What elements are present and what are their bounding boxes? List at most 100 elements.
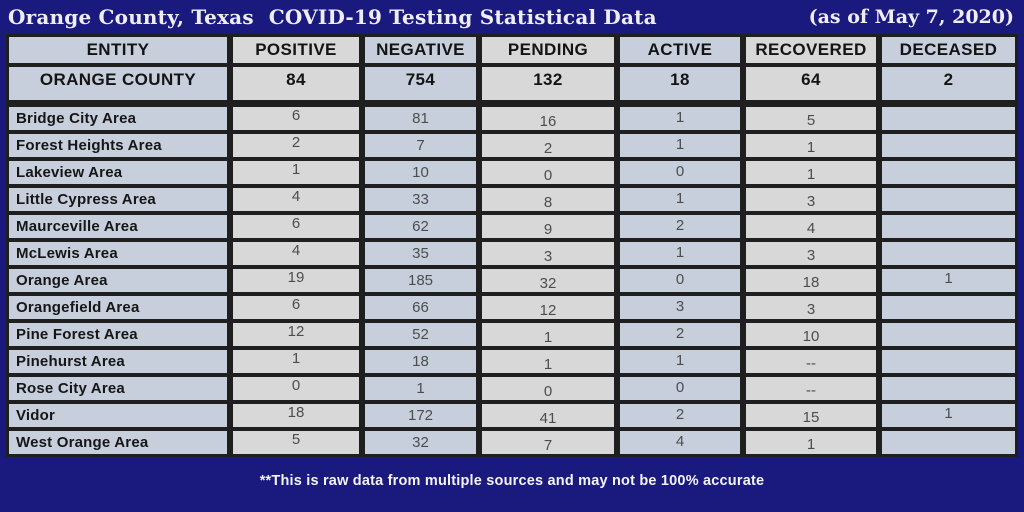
title-subject: COVID-19 Testing Statistical Data [268, 5, 657, 29]
positive-cell: 6 [233, 296, 359, 319]
recovered-cell: -- [746, 350, 876, 373]
active-cell: 2 [620, 323, 740, 346]
negative-cell: 62 [365, 215, 476, 238]
entity-label: Bridge City Area [16, 110, 137, 127]
column-header-recovered: RECOVERED [746, 37, 876, 63]
title-bar: Orange County, Texas COVID-19 Testing Sta… [0, 0, 1024, 34]
negative-cell: 10 [365, 161, 476, 184]
cell-value: 1 [675, 352, 685, 369]
entity-cell: Lakeview Area [9, 161, 227, 184]
table-header-row: ENTITY POSITIVE NEGATIVE PENDING ACTIVE … [9, 37, 1015, 63]
pending-cell: 16 [482, 107, 614, 130]
entity-label: Vidor [16, 407, 56, 424]
entity-label: Forest Heights Area [16, 137, 162, 154]
negative-cell: 35 [365, 242, 476, 265]
positive-cell: 19 [233, 269, 359, 292]
recovered-cell: 1 [746, 161, 876, 184]
pending-cell: 7 [482, 431, 614, 454]
negative-cell: 185 [365, 269, 476, 292]
deceased-cell [882, 188, 1015, 211]
summary-deceased-cell: 2 [882, 67, 1015, 100]
cell-value: 1 [675, 109, 685, 126]
footer-disclaimer: **This is raw data from multiple sources… [259, 473, 765, 489]
entity-cell: Forest Heights Area [9, 134, 227, 157]
active-cell: 0 [620, 161, 740, 184]
cell-value: 10 [802, 328, 820, 345]
table-row: Pine Forest Area 12 52 1 2 10 [9, 323, 1015, 346]
negative-cell: 52 [365, 323, 476, 346]
deceased-cell [882, 296, 1015, 319]
summary-active-cell: 18 [620, 67, 740, 100]
negative-cell: 33 [365, 188, 476, 211]
cell-value: 1 [543, 329, 553, 346]
entity-cell: Pinehurst Area [9, 350, 227, 373]
pending-cell: 12 [482, 296, 614, 319]
cell-value: 10 [412, 164, 429, 181]
active-cell: 0 [620, 377, 740, 400]
recovered-cell: -- [746, 377, 876, 400]
cell-value: 1 [944, 270, 953, 287]
negative-cell: 1 [365, 377, 476, 400]
active-cell: 1 [620, 107, 740, 130]
recovered-cell: 10 [746, 323, 876, 346]
deceased-cell [882, 431, 1015, 454]
cell-value: 3 [806, 247, 816, 264]
column-header-label: PENDING [507, 40, 589, 59]
positive-cell: 6 [233, 107, 359, 130]
entity-cell: Pine Forest Area [9, 323, 227, 346]
column-header-label: ENTITY [86, 40, 150, 59]
cell-value: 18 [802, 274, 820, 291]
cell-value: 185 [407, 272, 434, 289]
column-header-label: RECOVERED [755, 40, 867, 59]
cell-value: 1 [416, 380, 425, 397]
cell-value: 6 [291, 107, 301, 124]
table-row: Forest Heights Area 2 7 2 1 1 [9, 134, 1015, 157]
positive-cell: 1 [233, 350, 359, 373]
deceased-cell [882, 107, 1015, 130]
cell-value: -- [806, 382, 816, 399]
active-cell: 1 [620, 242, 740, 265]
table-row: McLewis Area 4 35 3 1 3 [9, 242, 1015, 265]
summary-negative-cell: 754 [365, 67, 476, 100]
summary-row-orange-county: ORANGE COUNTY 84 754 132 18 64 2 [9, 67, 1015, 100]
summary-pending-cell: 132 [482, 67, 614, 100]
summary-value: 18 [670, 70, 690, 89]
positive-cell: 2 [233, 134, 359, 157]
active-cell: 2 [620, 404, 740, 427]
table-row: Orange Area 19 185 32 0 18 1 [9, 269, 1015, 292]
positive-cell: 12 [233, 323, 359, 346]
cell-value: 2 [675, 217, 685, 234]
cell-value: 3 [675, 298, 685, 315]
cell-value: 0 [291, 377, 301, 394]
recovered-cell: 1 [746, 431, 876, 454]
negative-cell: 32 [365, 431, 476, 454]
cell-value: 16 [539, 113, 557, 130]
column-header-pending: PENDING [482, 37, 614, 63]
negative-cell: 7 [365, 134, 476, 157]
table-row: Lakeview Area 1 10 0 0 1 [9, 161, 1015, 184]
negative-cell: 66 [365, 296, 476, 319]
summary-value: 84 [286, 70, 306, 89]
recovered-cell: 4 [746, 215, 876, 238]
positive-cell: 1 [233, 161, 359, 184]
entity-label: Pine Forest Area [16, 326, 138, 343]
title-location: Orange County, Texas [8, 5, 254, 29]
deceased-cell [882, 377, 1015, 400]
positive-cell: 18 [233, 404, 359, 427]
column-header-active: ACTIVE [620, 37, 740, 63]
table-row: West Orange Area 5 32 7 4 1 [9, 431, 1015, 454]
cell-value: 2 [675, 406, 685, 423]
positive-cell: 4 [233, 242, 359, 265]
summary-value: 2 [943, 70, 954, 89]
entity-cell: Rose City Area [9, 377, 227, 400]
cell-value: 18 [287, 404, 305, 421]
pending-cell: 32 [482, 269, 614, 292]
cell-value: 0 [675, 379, 685, 396]
active-cell: 1 [620, 134, 740, 157]
entity-label: Rose City Area [16, 380, 125, 397]
pending-cell: 3 [482, 242, 614, 265]
positive-cell: 4 [233, 188, 359, 211]
cell-value: 1 [291, 350, 301, 367]
deceased-cell [882, 215, 1015, 238]
